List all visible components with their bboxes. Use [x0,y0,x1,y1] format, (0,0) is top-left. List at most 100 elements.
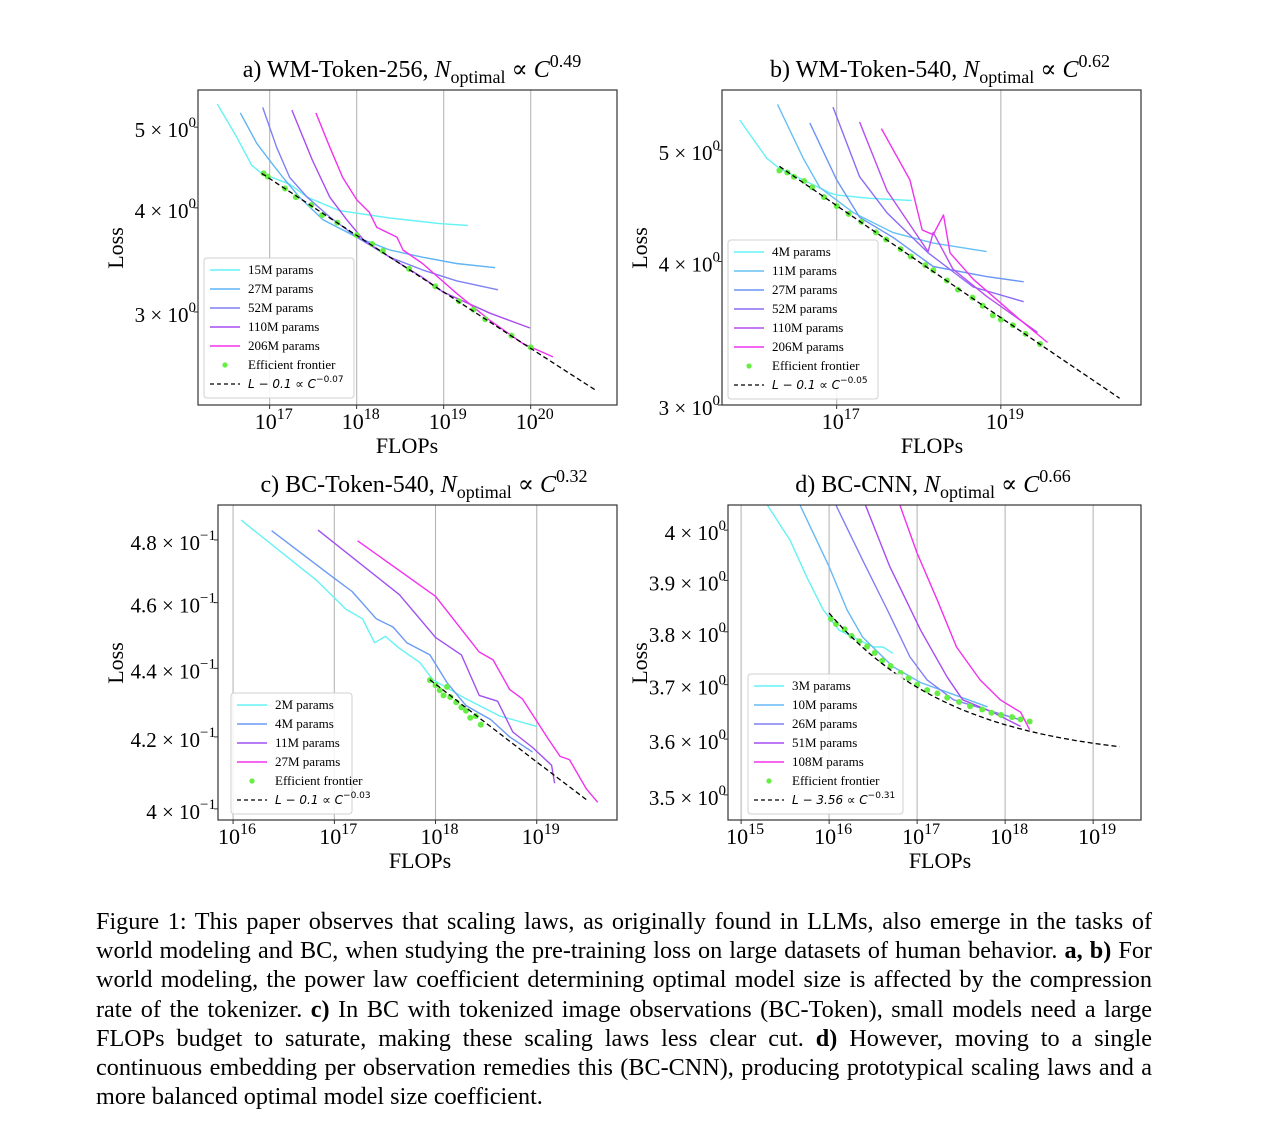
plot-area [240,519,599,803]
efficient-frontier-point [930,267,937,274]
x-tick-label: 1018 [990,821,1028,849]
power-law-fit-line [828,612,1120,748]
caption-text: In BC with tokenized image observations … [96,995,1152,1052]
title-variable: N [440,472,459,498]
series-line-206m-params [880,128,1048,344]
y-tick-base: 3.8 × 10 [649,623,719,647]
power-law-fit-line [779,165,1120,399]
y-tick-exponent: −1 [200,591,216,607]
legend-label: Efficient frontier [248,357,336,372]
y-tick-exponent: 0 [719,620,727,636]
title-exponent: 0.62 [1078,51,1110,71]
legend-label: 26M params [792,716,857,731]
legend-label: 52M params [772,301,837,316]
x-tick-label: 1019 [429,406,467,434]
x-tick-base: 10 [522,824,544,849]
x-tick-exponent: 18 [443,821,459,838]
y-tick-label: 4.6 × 10−1 [130,591,216,618]
title-text: d) BC-CNN, [795,472,924,498]
efficient-frontier-point [871,649,878,656]
x-tick-base: 10 [822,409,844,434]
legend-fit-label: L − 0.1 ∝ C−0.07 [248,375,344,391]
x-tick-label: 1016 [814,821,852,849]
y-tick-label: 3.9 × 100 [649,568,726,595]
series-line-10m-params [799,505,988,708]
y-tick-exponent: 0 [719,568,727,584]
y-tick-exponent: 0 [719,727,727,743]
chart-title: d) BC-CNN, Noptimal ∝ C0.66 [795,466,1070,502]
plot-frame [721,89,1142,406]
legend: 15M params 27M params 52M params 110M param… [203,257,355,399]
x-tick-base: 10 [429,409,451,434]
legend: 2M params 4M params 11M params 27M params Ef… [230,692,371,815]
legend-label: 4M params [275,716,334,731]
fit-exponent: −0.07 [316,375,344,385]
y-tick-label: 4.2 × 10−1 [130,725,216,752]
title-proportional: ∝ [512,472,540,498]
y-tick-base: 5 × 10 [135,118,189,142]
y-tick-base: 4.6 × 10 [130,594,200,618]
legend-label: 10M params [792,697,857,712]
y-tick-base: 4.4 × 10 [130,659,200,683]
x-tick-base: 10 [319,824,341,849]
caption-label-d: d) [815,1024,838,1052]
efficient-frontier-point [456,298,463,305]
y-tick-base: 3.7 × 10 [649,676,719,700]
x-tick-exponent: 20 [538,406,554,423]
efficient-frontier-point [477,721,484,728]
x-tick-label: 1019 [986,406,1024,434]
y-tick-exponent: −1 [200,725,216,741]
y-tick-label: 3.5 × 100 [649,783,726,810]
series-line-27m-params [357,540,599,803]
efficient-frontier-point [924,687,931,694]
x-tick-base: 10 [218,824,240,849]
efficient-frontier-point [944,694,951,701]
chart-title: b) WM-Token-540, Noptimal ∝ C0.62 [770,51,1110,87]
legend: 3M params 10M params 26M params 51M params 1… [747,673,904,815]
title-text: a) WM-Token-256, [243,57,435,83]
x-tick-base: 10 [342,409,364,434]
legend-label: Efficient frontier [792,773,880,788]
y-tick-exponent: −1 [200,797,216,813]
legend-label: 2M params [275,697,334,712]
title-exponent: 0.66 [1039,466,1071,486]
title-variable: N [923,472,942,498]
x-tick-exponent: 19 [451,406,467,423]
y-tick-exponent: 0 [719,518,727,534]
y-tick-exponent: −1 [200,528,216,544]
title-proportional: ∝ [995,472,1023,498]
x-tick-base: 10 [421,824,443,849]
efficient-frontier-point [848,633,855,640]
x-tick-label: 1018 [421,821,459,849]
y-tick-base: 4.8 × 10 [130,531,200,555]
x-axis-label: FLOPs [376,433,438,458]
legend-label: 4M params [772,244,831,259]
y-tick-base: 4.2 × 10 [130,728,200,752]
series-line-11m-params [776,104,987,253]
title-variable: C [1023,472,1040,498]
x-tick-label: 1017 [902,821,940,849]
legend-label: 110M params [248,319,319,334]
y-tick-label: 4 × 10−1 [146,797,216,824]
efficient-frontier-point [379,248,386,255]
legend-frontier-marker [222,362,228,368]
title-exponent: 0.49 [550,51,582,71]
chart-title: a) WM-Token-256, Noptimal ∝ C0.49 [243,51,582,87]
x-tick-exponent: 15 [748,821,764,838]
power-law-fit-line [261,172,598,392]
fit-formula: L − 3.56 ∝ C [792,793,868,807]
title-variable: C [1062,57,1079,83]
plot-frame [197,89,618,406]
title-subscript: optimal [940,482,995,502]
title-variable: N [434,57,453,83]
x-tick-label: 1017 [319,821,357,849]
efficient-frontier-point [954,286,961,293]
efficient-frontier-point [369,240,376,247]
title-variable: C [540,472,557,498]
legend-label: 15M params [248,262,313,277]
x-tick-label: 1020 [516,406,554,434]
y-tick-label: 3 × 100 [659,393,720,420]
